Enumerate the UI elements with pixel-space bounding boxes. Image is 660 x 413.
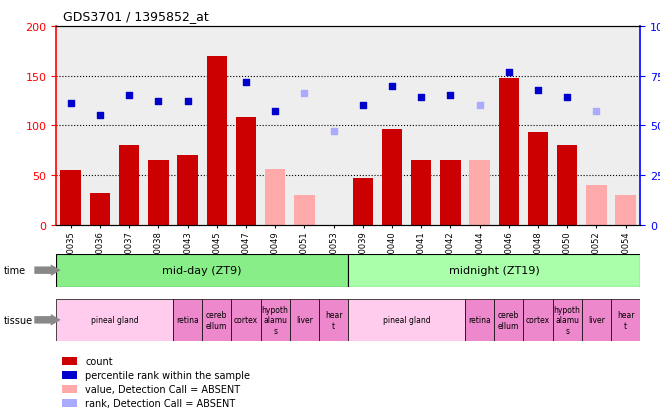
Bar <box>231 299 261 341</box>
Text: liver: liver <box>296 316 313 325</box>
Point <box>387 83 397 90</box>
Text: value, Detection Call = ABSENT: value, Detection Call = ABSENT <box>85 384 240 394</box>
Bar <box>173 299 202 341</box>
Text: hypoth
alamu
s: hypoth alamu s <box>554 305 581 335</box>
Point <box>562 95 572 102</box>
Text: GDS3701 / 1395852_at: GDS3701 / 1395852_at <box>63 10 209 23</box>
Bar <box>202 299 231 341</box>
Point <box>241 79 251 85</box>
Bar <box>56 254 348 287</box>
Point <box>445 93 455 100</box>
Bar <box>265 170 285 225</box>
Text: cortex: cortex <box>526 316 550 325</box>
Bar <box>62 399 77 407</box>
Bar <box>90 193 110 225</box>
Bar <box>261 299 290 341</box>
Point <box>299 91 310 97</box>
Bar <box>62 357 77 366</box>
Bar <box>236 118 256 225</box>
Bar <box>411 161 432 225</box>
Bar <box>348 254 640 287</box>
Bar <box>56 299 173 341</box>
Bar <box>469 161 490 225</box>
Text: pineal gland: pineal gland <box>90 316 139 325</box>
Bar <box>119 146 139 225</box>
Point <box>358 103 368 109</box>
Bar <box>494 299 523 341</box>
Bar <box>319 299 348 341</box>
Text: hear
t: hear t <box>617 311 634 330</box>
Text: rank, Detection Call = ABSENT: rank, Detection Call = ABSENT <box>85 398 236 408</box>
Text: tissue: tissue <box>3 315 32 325</box>
Bar <box>352 178 373 225</box>
Point <box>270 109 280 115</box>
Bar <box>62 371 77 380</box>
Text: cortex: cortex <box>234 316 258 325</box>
Bar <box>440 161 461 225</box>
Text: retina: retina <box>468 316 491 325</box>
Point <box>504 69 514 76</box>
Bar <box>178 156 198 225</box>
Bar <box>615 195 636 225</box>
Text: midnight (ZT19): midnight (ZT19) <box>449 266 539 275</box>
Bar <box>290 299 319 341</box>
Bar <box>582 299 611 341</box>
Bar <box>523 299 552 341</box>
Bar <box>381 130 402 225</box>
Bar <box>294 195 315 225</box>
Point <box>533 87 543 94</box>
Bar <box>207 57 227 225</box>
Bar <box>528 133 548 225</box>
Text: cereb
ellum: cereb ellum <box>206 311 228 330</box>
Point <box>416 95 426 102</box>
Text: time: time <box>3 266 26 275</box>
Text: liver: liver <box>588 316 605 325</box>
Text: retina: retina <box>176 316 199 325</box>
Bar <box>586 185 607 225</box>
Point <box>94 113 105 119</box>
Bar <box>148 161 168 225</box>
Bar <box>557 146 578 225</box>
Bar <box>611 299 640 341</box>
Text: hear
t: hear t <box>325 311 343 330</box>
Bar <box>498 78 519 225</box>
Bar <box>552 299 582 341</box>
Bar <box>61 171 81 225</box>
Text: pineal gland: pineal gland <box>383 316 430 325</box>
Text: cereb
ellum: cereb ellum <box>498 311 519 330</box>
Point <box>124 93 135 100</box>
Text: hypoth
alamu
s: hypoth alamu s <box>262 305 288 335</box>
Text: count: count <box>85 356 113 366</box>
Point <box>475 103 485 109</box>
Point <box>591 109 602 115</box>
Bar <box>348 299 465 341</box>
Point <box>153 99 164 105</box>
Text: percentile rank within the sample: percentile rank within the sample <box>85 370 250 380</box>
Bar <box>465 299 494 341</box>
Point <box>328 128 339 135</box>
Bar <box>62 385 77 393</box>
Point <box>65 101 76 107</box>
Text: mid-day (ZT9): mid-day (ZT9) <box>162 266 242 275</box>
Point <box>182 99 193 105</box>
